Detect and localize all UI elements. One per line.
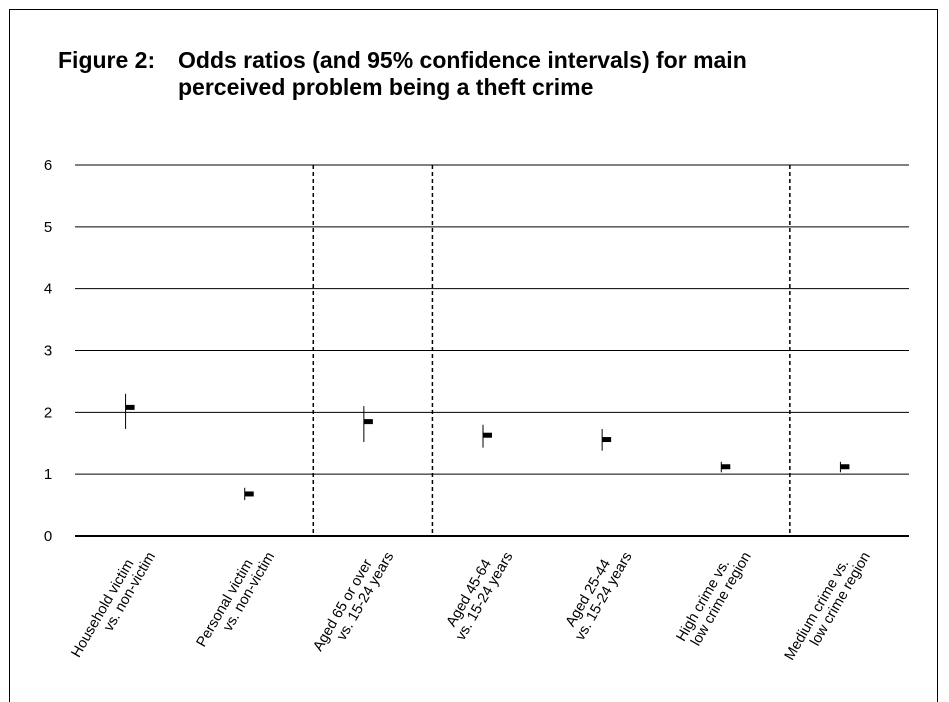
group-dividers bbox=[312, 165, 791, 536]
title-text: Odds ratios (and 95% confidence interval… bbox=[178, 47, 747, 100]
category-label: High crime vs.low crime region bbox=[673, 542, 754, 652]
category-label: Aged 25-44vs. 15-24 years bbox=[559, 542, 635, 643]
category-label: Aged 45-64vs. 15-24 years bbox=[440, 542, 516, 643]
chart-frame bbox=[9, 9, 938, 702]
estimate-marker bbox=[244, 491, 254, 497]
estimate-marker bbox=[602, 437, 612, 443]
y-tick-label: 0 bbox=[44, 528, 52, 545]
estimate-marker bbox=[483, 432, 492, 438]
category-label: Medium crime vs.low crime region bbox=[782, 542, 874, 671]
figure-number: Figure 2: bbox=[58, 47, 156, 73]
y-tick-label: 5 bbox=[44, 219, 52, 236]
category-label: Household victimvs. non-victim bbox=[68, 542, 159, 668]
estimate-marker bbox=[125, 404, 135, 410]
data-points bbox=[125, 393, 850, 501]
chart-title: Figure 2: Odds ratios (and 95% confidence… bbox=[58, 47, 747, 101]
y-tick-label: 2 bbox=[44, 404, 52, 421]
y-tick-label: 6 bbox=[44, 157, 52, 174]
estimate-marker bbox=[840, 464, 850, 470]
y-axis-ticks: 0 1 2 3 4 5 6 bbox=[44, 157, 52, 545]
gridlines bbox=[75, 164, 909, 537]
y-tick-label: 1 bbox=[44, 466, 52, 483]
y-tick-label: 4 bbox=[44, 281, 52, 298]
estimate-marker bbox=[721, 464, 731, 470]
category-label: Aged 65 or overvs. 15-24 years bbox=[310, 542, 397, 662]
estimate-marker bbox=[363, 419, 373, 425]
x-axis-labels: Household victimvs. non-victim Personal v… bbox=[68, 542, 874, 671]
y-tick-label: 3 bbox=[44, 343, 52, 360]
category-label: Personal victimvs. non-victim bbox=[194, 542, 279, 657]
